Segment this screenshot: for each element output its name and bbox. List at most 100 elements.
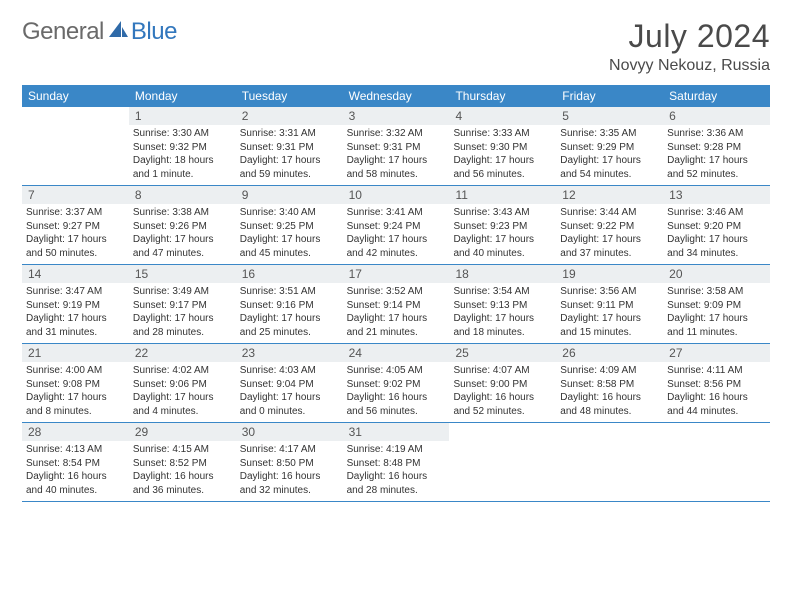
day-content: Sunrise: 3:37 AMSunset: 9:27 PMDaylight:… (22, 204, 129, 264)
day-number: 23 (236, 344, 343, 362)
day-number: 25 (449, 344, 556, 362)
day-cell: 30Sunrise: 4:17 AMSunset: 8:50 PMDayligh… (236, 423, 343, 501)
day-cell: 9Sunrise: 3:40 AMSunset: 9:25 PMDaylight… (236, 186, 343, 264)
sunrise-text: Sunrise: 4:02 AM (133, 364, 232, 378)
daylight-text: Daylight: 16 hours and 56 minutes. (347, 391, 446, 418)
sunset-text: Sunset: 9:20 PM (667, 220, 766, 234)
daylight-text: Daylight: 16 hours and 52 minutes. (453, 391, 552, 418)
day-content: Sunrise: 3:31 AMSunset: 9:31 PMDaylight:… (236, 125, 343, 185)
sunset-text: Sunset: 9:23 PM (453, 220, 552, 234)
daylight-text: Daylight: 17 hours and 0 minutes. (240, 391, 339, 418)
day-content: Sunrise: 4:17 AMSunset: 8:50 PMDaylight:… (236, 441, 343, 501)
sunrise-text: Sunrise: 3:33 AM (453, 127, 552, 141)
day-number: 2 (236, 107, 343, 125)
day-content: Sunrise: 3:33 AMSunset: 9:30 PMDaylight:… (449, 125, 556, 185)
location: Novyy Nekouz, Russia (609, 57, 770, 75)
week-row: 28Sunrise: 4:13 AMSunset: 8:54 PMDayligh… (22, 423, 770, 502)
day-number: 7 (22, 186, 129, 204)
day-cell: 16Sunrise: 3:51 AMSunset: 9:16 PMDayligh… (236, 265, 343, 343)
sunset-text: Sunset: 9:32 PM (133, 141, 232, 155)
day-content: Sunrise: 3:41 AMSunset: 9:24 PMDaylight:… (343, 204, 450, 264)
day-number: 29 (129, 423, 236, 441)
day-number: 4 (449, 107, 556, 125)
day-content: Sunrise: 4:09 AMSunset: 8:58 PMDaylight:… (556, 362, 663, 422)
sunrise-text: Sunrise: 3:49 AM (133, 285, 232, 299)
weeks-container: . 1 Sunrise: 3:30 AMSunset: 9:32 PM Dayligh… (22, 107, 770, 502)
daylight-text: Daylight: 16 hours and 40 minutes. (26, 470, 125, 497)
sunset-text: Sunset: 8:48 PM (347, 457, 446, 471)
day-content: Sunrise: 3:32 AMSunset: 9:31 PMDaylight:… (343, 125, 450, 185)
daylight-text: Daylight: 16 hours and 32 minutes. (240, 470, 339, 497)
day-cell: 13Sunrise: 3:46 AMSunset: 9:20 PMDayligh… (663, 186, 770, 264)
sunset-text: Sunset: 9:22 PM (560, 220, 659, 234)
day-header: Thursday (449, 85, 556, 107)
day-content: Sunrise: 4:02 AMSunset: 9:06 PMDaylight:… (129, 362, 236, 422)
sunrise-text: Sunrise: 3:40 AM (240, 206, 339, 220)
day-cell: 20Sunrise: 3:58 AMSunset: 9:09 PMDayligh… (663, 265, 770, 343)
day-content: Sunrise: 4:15 AMSunset: 8:52 PMDaylight:… (129, 441, 236, 501)
sunrise-text: Sunrise: 4:13 AM (26, 443, 125, 457)
day-number: 19 (556, 265, 663, 283)
daylight-text: Daylight: 16 hours and 36 minutes. (133, 470, 232, 497)
page-header: General Blue July 2024 Novyy Nekouz, Rus… (22, 18, 770, 75)
day-cell: 6Sunrise: 3:36 AMSunset: 9:28 PMDaylight… (663, 107, 770, 185)
sunrise-text: Sunrise: 4:09 AM (560, 364, 659, 378)
day-number: 24 (343, 344, 450, 362)
day-content: Sunrise: 4:00 AMSunset: 9:08 PMDaylight:… (22, 362, 129, 422)
day-cell: 15Sunrise: 3:49 AMSunset: 9:17 PMDayligh… (129, 265, 236, 343)
sunset-text: Sunset: 9:11 PM (560, 299, 659, 313)
day-number: 12 (556, 186, 663, 204)
day-cell: 10Sunrise: 3:41 AMSunset: 9:24 PMDayligh… (343, 186, 450, 264)
day-number: 17 (343, 265, 450, 283)
sunset-text: Sunset: 8:50 PM (240, 457, 339, 471)
title-block: July 2024 Novyy Nekouz, Russia (609, 18, 770, 75)
day-cell: 4Sunrise: 3:33 AMSunset: 9:30 PMDaylight… (449, 107, 556, 185)
daylight-text: Daylight: 17 hours and 47 minutes. (133, 233, 232, 260)
day-headers-row: Sunday Monday Tuesday Wednesday Thursday… (22, 85, 770, 107)
sunrise-text: Sunrise: 4:00 AM (26, 364, 125, 378)
day-cell: 7Sunrise: 3:37 AMSunset: 9:27 PMDaylight… (22, 186, 129, 264)
day-cell: . (556, 423, 663, 501)
sunset-text: Sunset: 9:16 PM (240, 299, 339, 313)
day-cell: 12Sunrise: 3:44 AMSunset: 9:22 PMDayligh… (556, 186, 663, 264)
day-cell: 28Sunrise: 4:13 AMSunset: 8:54 PMDayligh… (22, 423, 129, 501)
day-content: Sunrise: 3:49 AMSunset: 9:17 PMDaylight:… (129, 283, 236, 343)
day-number: 26 (556, 344, 663, 362)
day-number: 31 (343, 423, 450, 441)
sunrise-text: Sunrise: 3:51 AM (240, 285, 339, 299)
sunset-text: Sunset: 9:02 PM (347, 378, 446, 392)
day-header: Monday (129, 85, 236, 107)
day-header: Wednesday (343, 85, 450, 107)
day-number: 10 (343, 186, 450, 204)
day-number: 1 (129, 107, 236, 125)
sunrise-text: Sunrise: 3:44 AM (560, 206, 659, 220)
day-cell: 8Sunrise: 3:38 AMSunset: 9:26 PMDaylight… (129, 186, 236, 264)
week-row: 21Sunrise: 4:00 AMSunset: 9:08 PMDayligh… (22, 344, 770, 423)
daylight-text: Daylight: 17 hours and 52 minutes. (667, 154, 766, 181)
day-number: 18 (449, 265, 556, 283)
day-cell: 5Sunrise: 3:35 AMSunset: 9:29 PMDaylight… (556, 107, 663, 185)
day-content: Sunrise: 4:11 AMSunset: 8:56 PMDaylight:… (663, 362, 770, 422)
day-content: Sunrise: 4:03 AMSunset: 9:04 PMDaylight:… (236, 362, 343, 422)
daylight-text: Daylight: 17 hours and 54 minutes. (560, 154, 659, 181)
sunset-text: Sunset: 8:54 PM (26, 457, 125, 471)
day-cell: 26Sunrise: 4:09 AMSunset: 8:58 PMDayligh… (556, 344, 663, 422)
day-number: 9 (236, 186, 343, 204)
day-content: Sunrise: 3:56 AMSunset: 9:11 PMDaylight:… (556, 283, 663, 343)
calendar: Sunday Monday Tuesday Wednesday Thursday… (22, 85, 770, 502)
sunset-text: Sunset: 9:08 PM (26, 378, 125, 392)
day-content: Sunrise: 3:52 AMSunset: 9:14 PMDaylight:… (343, 283, 450, 343)
logo: General Blue (22, 18, 177, 46)
daylight-text: Daylight: 17 hours and 50 minutes. (26, 233, 125, 260)
sunset-text: Sunset: 9:06 PM (133, 378, 232, 392)
day-header: Saturday (663, 85, 770, 107)
daylight-text: Daylight: 16 hours and 44 minutes. (667, 391, 766, 418)
sunrise-text: Sunrise: 4:05 AM (347, 364, 446, 378)
daylight-text: Daylight: 17 hours and 21 minutes. (347, 312, 446, 339)
sunrise-text: Sunrise: 3:35 AM (560, 127, 659, 141)
sunrise-text: Sunrise: 4:03 AM (240, 364, 339, 378)
day-cell: 19Sunrise: 3:56 AMSunset: 9:11 PMDayligh… (556, 265, 663, 343)
week-row: 7Sunrise: 3:37 AMSunset: 9:27 PMDaylight… (22, 186, 770, 265)
sunrise-text: Sunrise: 3:30 AM (133, 127, 232, 141)
day-cell: 18Sunrise: 3:54 AMSunset: 9:13 PMDayligh… (449, 265, 556, 343)
